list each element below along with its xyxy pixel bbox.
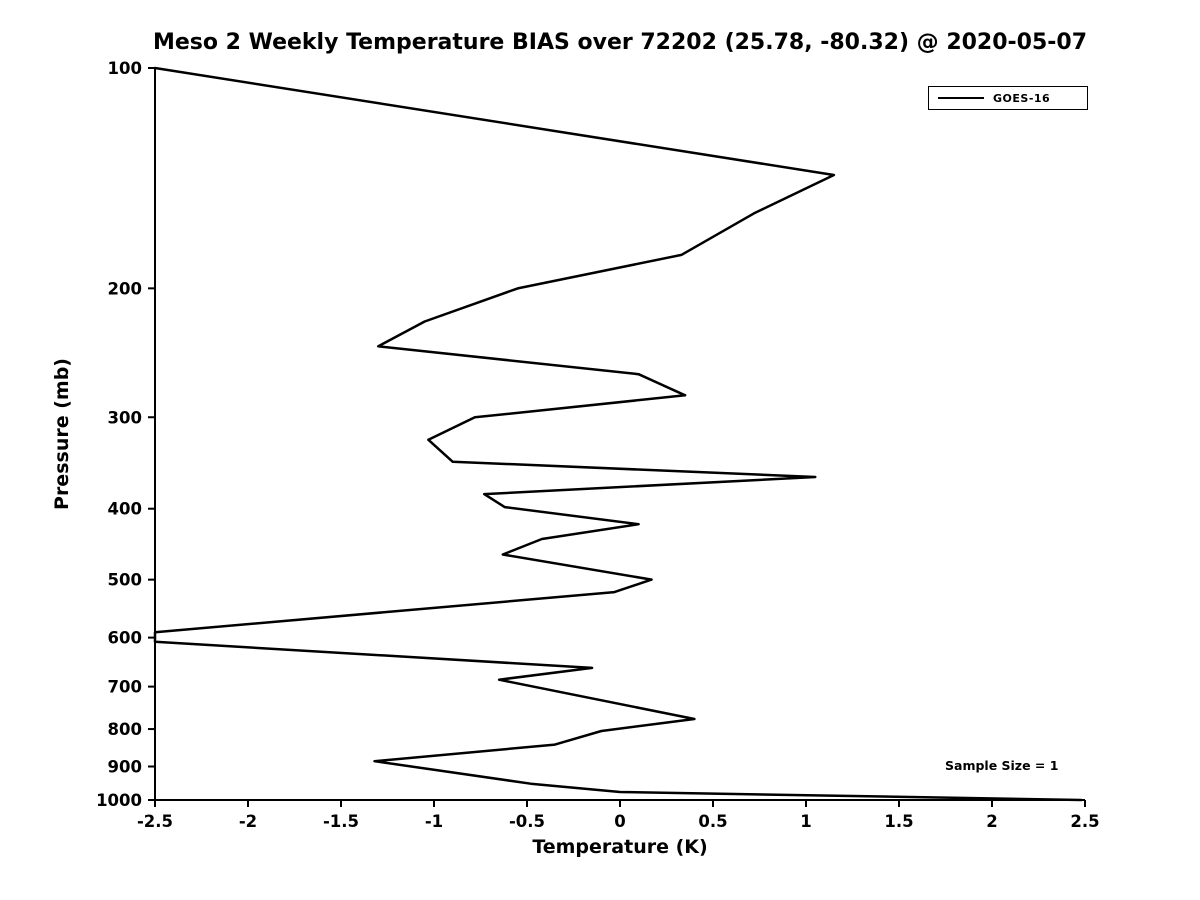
y-tick-label: 900 [108, 758, 142, 777]
x-tick-label: -2.5 [137, 812, 173, 831]
y-tick-label: 1000 [96, 791, 142, 810]
y-tick-label: 600 [108, 629, 142, 648]
legend-entry-label: GOES-16 [993, 91, 1051, 105]
y-tick-label: 200 [108, 279, 142, 298]
y-tick-label: 500 [108, 571, 142, 590]
x-tick-label: 0.5 [698, 812, 727, 831]
legend-line-sample-icon [938, 97, 984, 99]
x-tick-label: 2 [986, 812, 997, 831]
x-tick-label: -0.5 [509, 812, 545, 831]
x-tick-label: 1.5 [884, 812, 913, 831]
sample-size-annotation: Sample Size = 1 [945, 758, 1059, 773]
x-tick-label: 1 [800, 812, 811, 831]
x-axis-label: Temperature (K) [532, 836, 708, 858]
y-tick-label: 400 [108, 500, 142, 519]
x-tick-label: 2.5 [1070, 812, 1099, 831]
y-tick-label: 800 [108, 720, 142, 739]
x-tick-label: -1 [425, 812, 443, 831]
x-tick-label: 0 [614, 812, 625, 831]
chart-title: Meso 2 Weekly Temperature BIAS over 7220… [152, 30, 1088, 55]
y-tick-label: 700 [108, 678, 142, 697]
data-line-goes-16 [153, 66, 1083, 802]
legend: GOES-16 [928, 86, 1088, 110]
y-tick-label: 300 [108, 408, 142, 427]
y-tick-label: 100 [108, 59, 142, 78]
x-tick-label: -2 [239, 812, 257, 831]
x-tick-label: -1.5 [323, 812, 359, 831]
